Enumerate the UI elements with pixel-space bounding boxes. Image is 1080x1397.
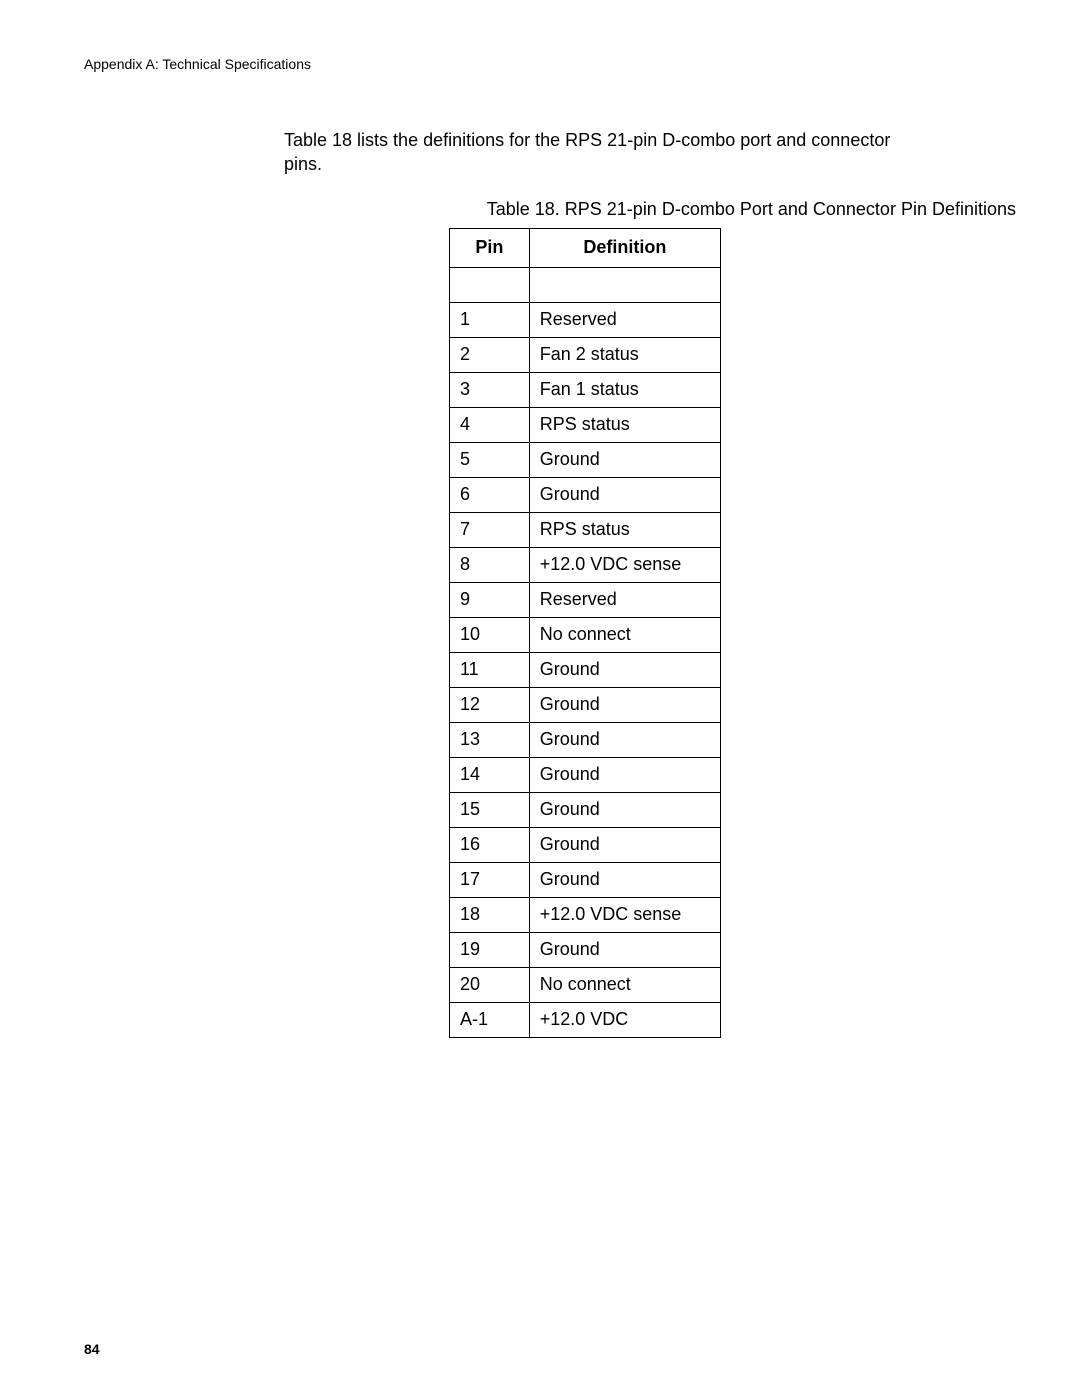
table-row: 18+12.0 VDC sense [450, 897, 721, 932]
cell-pin: 16 [450, 827, 530, 862]
table-row: 12Ground [450, 687, 721, 722]
table-row: 20No connect [450, 967, 721, 1002]
cell-definition: Ground [529, 827, 720, 862]
cell-definition: Reserved [529, 582, 720, 617]
cell-definition: Ground [529, 862, 720, 897]
table-row: 7RPS status [450, 512, 721, 547]
table-row: 6Ground [450, 477, 721, 512]
cell-pin: 1 [450, 302, 530, 337]
cell-pin: 5 [450, 442, 530, 477]
table-row: 13Ground [450, 722, 721, 757]
cell-definition: Ground [529, 687, 720, 722]
table-row: A-1+12.0 VDC [450, 1002, 721, 1037]
cell-definition: +12.0 VDC [529, 1002, 720, 1037]
table-row: 3Fan 1 status [450, 372, 721, 407]
cell-pin: 10 [450, 617, 530, 652]
document-page: Appendix A: Technical Specifications Tab… [0, 0, 1080, 1397]
table-row: 5Ground [450, 442, 721, 477]
intro-paragraph: Table 18 lists the definitions for the R… [284, 128, 924, 177]
cell-pin: 13 [450, 722, 530, 757]
table-row: 4RPS status [450, 407, 721, 442]
cell-definition: No connect [529, 967, 720, 1002]
cell-pin: 3 [450, 372, 530, 407]
cell-pin: 14 [450, 757, 530, 792]
table-row: 15Ground [450, 792, 721, 827]
cell-definition: Ground [529, 477, 720, 512]
cell-pin: 20 [450, 967, 530, 1002]
cell-pin: 12 [450, 687, 530, 722]
cell-definition: Ground [529, 652, 720, 687]
cell-definition: Ground [529, 932, 720, 967]
cell-definition: Ground [529, 757, 720, 792]
cell-definition: Fan 2 status [529, 337, 720, 372]
cell-pin: 15 [450, 792, 530, 827]
cell-pin: 6 [450, 477, 530, 512]
table-row: 10No connect [450, 617, 721, 652]
column-header-pin: Pin [450, 228, 530, 267]
cell-pin: 11 [450, 652, 530, 687]
table-row: 1Reserved [450, 302, 721, 337]
cell-pin: 9 [450, 582, 530, 617]
cell-pin: 19 [450, 932, 530, 967]
cell-definition: Ground [529, 792, 720, 827]
cell-pin: A-1 [450, 1002, 530, 1037]
cell-definition: Ground [529, 722, 720, 757]
cell-pin: 2 [450, 337, 530, 372]
running-header: Appendix A: Technical Specifications [84, 56, 996, 72]
table-header-row: Pin Definition [450, 228, 721, 267]
pin-definitions-table: Pin Definition 1Reserved 2Fan 2 status 3… [449, 228, 721, 1038]
cell-definition: RPS status [529, 407, 720, 442]
cell-pin: 4 [450, 407, 530, 442]
cell-definition: +12.0 VDC sense [529, 547, 720, 582]
page-number: 84 [84, 1341, 100, 1357]
table-container: Pin Definition 1Reserved 2Fan 2 status 3… [84, 228, 996, 1038]
cell-definition: Fan 1 status [529, 372, 720, 407]
cell-pin: 8 [450, 547, 530, 582]
table-row: 19Ground [450, 932, 721, 967]
table-row: 17Ground [450, 862, 721, 897]
table-row: 8+12.0 VDC sense [450, 547, 721, 582]
table-caption: Table 18. RPS 21-pin D-combo Port and Co… [84, 199, 1016, 220]
cell-definition: Ground [529, 442, 720, 477]
cell-pin: 18 [450, 897, 530, 932]
table-row: 14Ground [450, 757, 721, 792]
cell-definition: RPS status [529, 512, 720, 547]
cell-definition: Reserved [529, 302, 720, 337]
table-row: 2Fan 2 status [450, 337, 721, 372]
cell-definition: No connect [529, 617, 720, 652]
cell-pin: 17 [450, 862, 530, 897]
table-row: 16Ground [450, 827, 721, 862]
cell-definition: +12.0 VDC sense [529, 897, 720, 932]
cell-pin: 7 [450, 512, 530, 547]
table-header-underline [450, 267, 721, 302]
table-row: 11Ground [450, 652, 721, 687]
column-header-definition: Definition [529, 228, 720, 267]
table-row: 9Reserved [450, 582, 721, 617]
